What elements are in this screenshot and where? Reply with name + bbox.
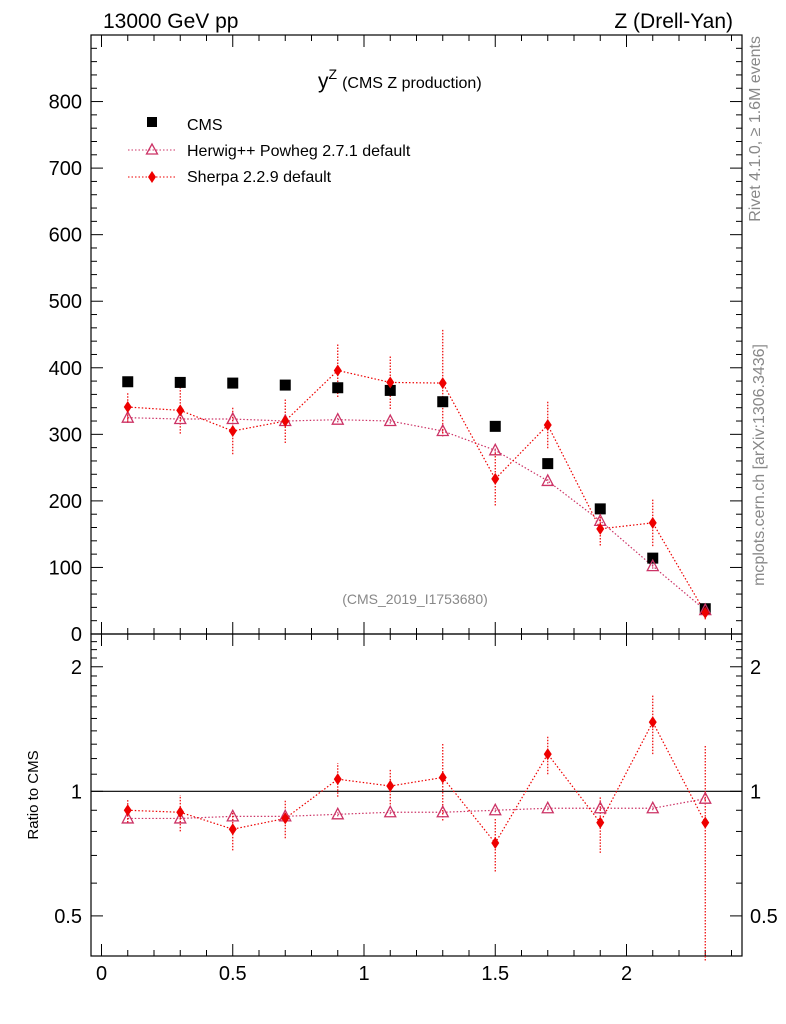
ratio-tick-label-left: 1: [71, 781, 82, 803]
legend-label-cms: CMS: [187, 117, 223, 134]
mcplots-credit-label: mcplots.cern.ch [arXiv:1306.3436]: [751, 344, 768, 586]
sherpa-ratio-point: [281, 812, 290, 825]
y-tick-label: 0: [71, 624, 82, 646]
plot-title: yZ(CMS Z production): [318, 66, 482, 93]
cms-data-point: [437, 396, 449, 408]
sherpa-data-point: [648, 516, 657, 529]
herwig-ratio-point: [646, 800, 660, 814]
sherpa-ratio-point: [333, 773, 342, 786]
header-process-label: Z (Drell-Yan): [614, 10, 733, 33]
herwig-ratio-point: [488, 802, 502, 816]
ratio-y-axis-label: Ratio to CMS: [25, 750, 42, 839]
y-tick-label: 500: [49, 291, 82, 313]
sherpa-ratio-point: [596, 816, 605, 829]
herwig-data-point: [541, 473, 555, 487]
sherpa-data-point: [386, 376, 395, 389]
y-tick-label: 600: [49, 225, 82, 247]
cms-data-point: [647, 552, 659, 564]
y-tick-label: 800: [49, 92, 82, 114]
ratio-tick-label-right: 0.5: [750, 906, 778, 928]
sherpa-ratio-point: [386, 780, 395, 793]
sherpa-ratio-point: [701, 816, 710, 829]
herwig-ratio-point: [593, 800, 607, 814]
cms-data-point: [542, 458, 554, 470]
herwig-data-point: [226, 411, 240, 425]
herwig-ratio-line: [127, 798, 706, 820]
ratio-tick-label-right: 2: [750, 657, 761, 679]
sherpa-ratio-point: [543, 748, 552, 761]
title-superscript: Z: [329, 66, 338, 82]
sherpa-data-point: [596, 522, 605, 535]
legend-marker-herwig: [145, 142, 159, 155]
ratio-tick-label-left: 2: [71, 657, 82, 679]
herwig-ratio-point: [226, 808, 240, 822]
x-tick-label: 0: [96, 963, 107, 985]
cms-data-point: [122, 376, 134, 388]
sherpa-ratio-point: [176, 806, 185, 819]
herwig-ratio-point: [436, 804, 450, 818]
cms-data-point: [174, 376, 186, 388]
sherpa-main-line: [127, 369, 706, 614]
herwig-data-point: [383, 413, 397, 427]
y-tick-label: 300: [49, 424, 82, 446]
herwig-data-point: [121, 410, 135, 423]
herwig-main-line: [127, 417, 706, 611]
sherpa-data-point: [438, 377, 447, 390]
cms-data-point: [227, 377, 239, 389]
ratio-plot-frame: [90, 633, 743, 957]
herwig-data-point: [646, 558, 660, 572]
x-tick-label: 2: [621, 963, 632, 985]
x-tick-label: 0.5: [219, 963, 247, 985]
herwig-data-point: [173, 411, 187, 425]
cms-data-point: [279, 379, 291, 391]
herwig-ratio-point: [331, 806, 345, 820]
legend-marker-cms: [147, 117, 157, 127]
y-tick-label: 700: [49, 158, 82, 180]
herwig-ratio-point: [383, 804, 397, 818]
herwig-data-point: [436, 423, 450, 437]
y-tick-label: 400: [49, 358, 82, 380]
sherpa-data-point: [701, 606, 710, 619]
herwig-ratio-point: [121, 811, 135, 824]
sherpa-data-point: [543, 419, 552, 432]
herwig-data-point: [488, 442, 502, 456]
sherpa-data-point: [176, 404, 185, 417]
sherpa-data-point: [228, 425, 237, 438]
x-tick-label: 1: [358, 963, 369, 985]
sherpa-data-point: [491, 472, 500, 485]
herwig-ratio-point: [173, 811, 187, 824]
sherpa-ratio-point: [228, 823, 237, 836]
sherpa-ratio-line: [127, 720, 706, 845]
sherpa-data-point: [281, 415, 290, 428]
legend: CMS Herwig++ Powheg 2.7.1 default Sherpa…: [128, 117, 411, 186]
cms-data-point: [594, 503, 606, 515]
sherpa-ratio-point: [123, 804, 132, 817]
cms-data-point: [332, 382, 344, 394]
sherpa-ratio-point: [648, 716, 657, 729]
herwig-ratio-point: [541, 800, 555, 814]
ratio-tick-label-right: 1: [750, 781, 761, 803]
rivet-version-label: Rivet 4.1.0, ≥ 1.6M events: [747, 36, 764, 222]
header-energy-label: 13000 GeV pp: [103, 10, 238, 33]
analysis-id-label: (CMS_2019_I1753680): [342, 591, 488, 607]
legend-label-herwig: Herwig++ Powheg 2.7.1 default: [187, 143, 411, 160]
y-tick-label: 200: [49, 491, 82, 513]
title-rest: (CMS Z production): [342, 75, 482, 92]
legend-marker-sherpa: [148, 171, 156, 183]
legend-label-sherpa: Sherpa 2.2.9 default: [187, 169, 332, 186]
ratio-tick-label-left: 0.5: [54, 906, 82, 928]
x-tick-label: 1.5: [481, 963, 509, 985]
sherpa-data-point: [123, 401, 132, 414]
herwig-ratio-point: [698, 791, 712, 804]
sherpa-ratio-point: [491, 837, 500, 850]
y-tick-label: 100: [49, 557, 82, 579]
cms-data-point: [489, 420, 501, 432]
herwig-data-point: [331, 412, 345, 425]
sherpa-ratio-point: [438, 771, 447, 784]
title-main: y: [318, 70, 329, 93]
sherpa-data-point: [333, 364, 342, 377]
cms-data-point: [384, 384, 396, 396]
